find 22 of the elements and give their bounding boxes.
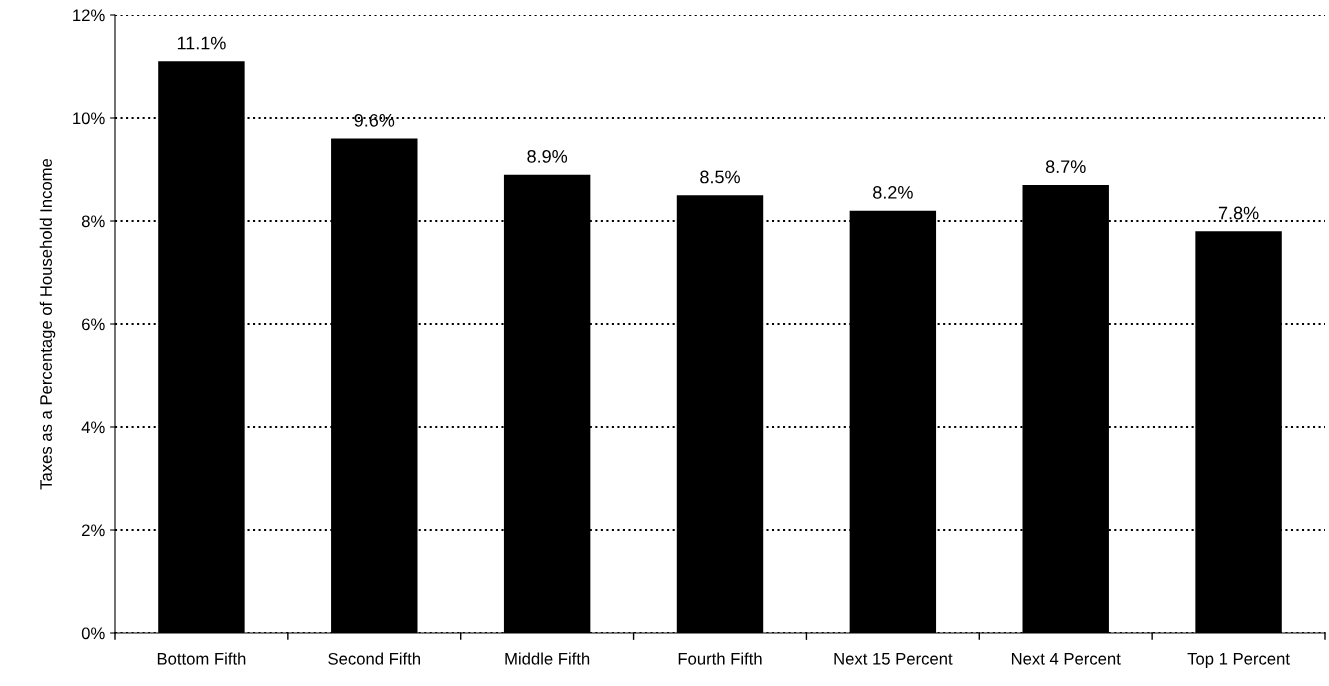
- data-label: 8.9%: [527, 149, 568, 163]
- data-label: 8.2%: [873, 186, 913, 199]
- y-axis-title: Taxes as a Percentage of Household Income: [39, 158, 56, 490]
- data-label: 7.8%: [1218, 206, 1259, 220]
- y-tick-label: 0%: [81, 627, 105, 640]
- x-tick-label: Fourth Fifth: [678, 652, 762, 665]
- x-tick-label: Bottom Fifth: [157, 652, 246, 665]
- x-tick-label: Next 15 Percent: [834, 653, 953, 665]
- data-label: 8.5%: [700, 170, 740, 184]
- data-label: 8.7%: [1045, 160, 1086, 174]
- x-tick-label: Next 4 Percent: [1011, 653, 1121, 665]
- y-tick-label: 2%: [82, 524, 105, 537]
- x-tick-label: Top 1 Percent: [1187, 653, 1290, 668]
- x-tick-label: Middle Fifth: [505, 652, 590, 665]
- y-tick-label: 10%: [73, 112, 105, 125]
- y-tick-label: 4%: [81, 421, 105, 434]
- data-label: 9.6%: [354, 113, 395, 127]
- data-label: 11.1%: [177, 36, 226, 50]
- x-tick-label: Second Fifth: [328, 652, 420, 665]
- y-tick-label: 8%: [81, 215, 105, 228]
- y-tick-label: 12%: [73, 9, 105, 22]
- y-tick-label: 6%: [82, 318, 105, 331]
